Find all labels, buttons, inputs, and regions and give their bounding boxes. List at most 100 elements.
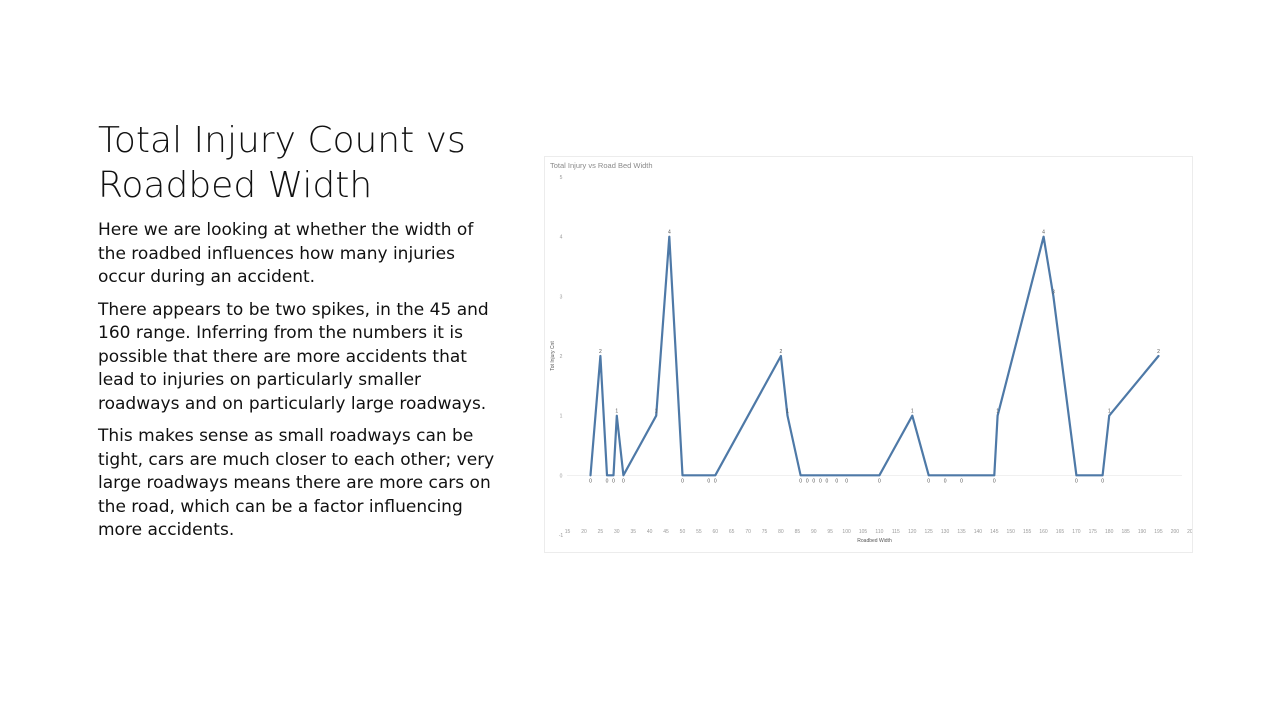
data-label: 0 (589, 478, 592, 484)
data-label: 2 (599, 349, 602, 355)
data-point (826, 474, 828, 477)
x-tick-label: 120 (908, 529, 917, 535)
y-axis-title: Tot Injury Cnt (550, 341, 556, 371)
x-tick-label: 160 (1039, 529, 1048, 535)
x-tick-label: 70 (745, 529, 751, 535)
y-tick-label: 3 (560, 294, 563, 300)
x-tick-label: 175 (1089, 529, 1098, 535)
chart-container: Total Injury vs Road Bed Width -1 0 1 2 3 4 5 1… (544, 156, 1193, 553)
x-tick-label: 55 (696, 529, 702, 535)
data-label: 1 (615, 409, 618, 415)
data-label: 4 (1042, 230, 1045, 236)
data-point (845, 474, 848, 477)
data-point (799, 474, 802, 477)
data-point (819, 474, 822, 477)
data-point (681, 474, 684, 477)
x-tick-label: 110 (875, 529, 883, 535)
x-tick-label: 45 (663, 529, 669, 535)
data-label: 0 (927, 478, 930, 484)
data-label: 1 (911, 409, 914, 415)
data-point (1075, 474, 1078, 477)
data-label: 2 (780, 349, 783, 355)
data-point (1052, 295, 1055, 298)
data-label: 4 (668, 230, 671, 236)
x-tick-label: 25 (598, 529, 604, 535)
chart-title: Total Injury vs Road Bed Width (550, 161, 653, 170)
data-label: 0 (606, 478, 609, 484)
data-label: 0 (826, 478, 829, 484)
data-point (944, 474, 946, 477)
x-tick-label: 170 (1072, 529, 1081, 535)
x-tick-label: 165 (1056, 529, 1065, 535)
data-point (812, 474, 815, 477)
x-tick-label: 40 (647, 529, 653, 535)
y-tick-label: 5 (560, 175, 563, 181)
data-label: 0 (612, 478, 615, 484)
data-point (911, 414, 914, 417)
data-point (622, 474, 625, 477)
y-tick-label: 1 (560, 414, 563, 420)
x-tick-label: 100 (842, 529, 851, 535)
x-tick-label: 105 (859, 529, 868, 535)
x-tick-label: 135 (957, 529, 966, 535)
data-point (668, 235, 671, 238)
data-label: 0 (1101, 478, 1104, 484)
data-point (1108, 414, 1111, 417)
y-tick-label: 4 (560, 235, 563, 241)
data-point (1157, 355, 1160, 357)
data-label: 0 (707, 478, 710, 484)
x-tick-label: 15 (565, 529, 571, 535)
data-label: 1 (996, 409, 999, 415)
data-point (707, 474, 710, 477)
data-label: 0 (812, 478, 815, 484)
data-label: 1 (1108, 409, 1111, 415)
data-label: 0 (681, 478, 684, 484)
data-point (993, 474, 996, 477)
data-point (1101, 474, 1104, 477)
x-tick-label: 75 (762, 529, 768, 535)
data-point (780, 355, 782, 357)
data-label: 0 (835, 478, 838, 484)
data-point (786, 414, 789, 417)
x-tick-label: 200 (1171, 529, 1180, 535)
x-tick-label: 180 (1105, 529, 1114, 535)
data-label: 0 (799, 478, 802, 484)
x-axis-title: Roadbed Width (857, 538, 892, 544)
data-label: 0 (622, 478, 625, 484)
x-tick-label: 50 (680, 529, 686, 535)
data-point (927, 474, 930, 477)
data-label: 3 (1052, 289, 1055, 295)
x-tick-label: 155 (1023, 529, 1032, 535)
slide-title: Total Injury Count vs Roadbed Width (98, 120, 466, 206)
data-point (612, 474, 615, 477)
slide-body: Here we are looking at whether the width… (98, 219, 498, 552)
y-tick-label: 0 (560, 473, 563, 479)
data-point (996, 414, 999, 417)
data-label: 2 (1157, 349, 1160, 355)
x-tick-label: 60 (713, 529, 719, 535)
data-point (589, 474, 592, 477)
x-tick-label: 195 (1154, 529, 1163, 535)
data-point (878, 474, 881, 477)
x-tick-label: 35 (630, 529, 636, 535)
x-tick-label: 185 (1121, 529, 1130, 535)
data-point (606, 474, 608, 477)
x-tick-label: 30 (614, 529, 620, 535)
data-point (714, 474, 717, 477)
data-point (835, 474, 838, 477)
data-point (616, 414, 618, 417)
data-label: 0 (714, 478, 717, 484)
x-tick-label: 125 (924, 529, 933, 535)
x-tick-label: 90 (811, 529, 817, 535)
paragraph-intro: Here we are looking at whether the width… (98, 220, 474, 287)
series-line (589, 235, 1160, 477)
data-point (1042, 235, 1045, 238)
y-tick-label: 2 (560, 354, 563, 360)
data-label: 0 (1075, 478, 1078, 484)
data-label: 1 (786, 409, 789, 415)
data-point (655, 414, 657, 417)
data-label: 0 (845, 478, 848, 484)
y-tick-label: -1 (559, 533, 564, 539)
x-tick-label: 80 (778, 529, 784, 535)
